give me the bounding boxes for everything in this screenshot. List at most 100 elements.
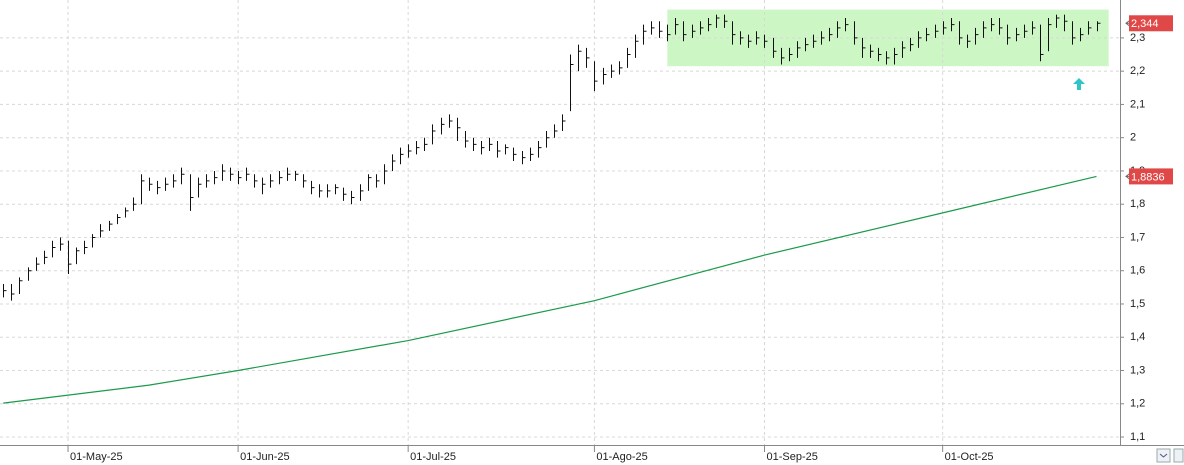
price-bar [918,31,922,48]
price-bar [716,14,720,28]
price-bar [975,27,979,45]
price-bar [424,137,428,151]
y-tick-label: 1,4 [1130,331,1145,343]
price-bar [522,150,526,165]
price-bar [667,24,671,42]
price-bar [603,67,607,85]
price-bar [287,167,291,181]
scroll-icon [1159,453,1168,458]
price-bar [157,180,161,195]
price-bar [254,174,258,188]
price-bar [3,284,7,298]
price-bar [959,21,963,45]
y-tick-label: 1,7 [1130,231,1145,243]
x-tick-label: 01-Jul-25 [410,451,456,463]
price-bar [392,154,396,171]
price-bar [513,147,517,161]
price-bar [675,17,679,35]
price-bar [902,41,906,58]
price-bar [586,47,590,68]
price-bar [821,31,825,45]
price-bar [562,114,566,132]
y-tick-label: 1,3 [1130,364,1145,376]
price-bar [173,174,177,188]
price-bar [797,41,801,58]
price-bar [708,17,712,32]
price-bar [376,174,380,188]
price-bar [19,277,23,295]
price-bar [813,34,817,48]
price-bar [635,34,639,58]
price-bar [651,21,655,35]
price-bar [270,174,274,188]
price-bar [546,131,550,148]
price-bar [692,24,696,38]
price-bar [1072,21,1076,45]
price-bar [230,167,234,181]
moving-average-line [3,175,1097,404]
x-tick-label: 01-Jun-25 [240,451,290,463]
x-tick-label: 01-Ago-25 [596,451,647,463]
price-bar [748,34,752,48]
price-bar [1088,21,1092,35]
price-bar [983,21,987,38]
price-bar [594,61,598,92]
price-bar [44,250,48,265]
price-bar [222,164,226,181]
price-bar [262,177,266,195]
price-bar [756,31,760,45]
price-bar [319,184,323,198]
price-bar [238,170,242,185]
price-bar [894,47,898,65]
price-bar [133,197,137,211]
price-bar [335,184,339,195]
price-bar [1040,24,1044,62]
price-bar [295,170,299,181]
price-bar [360,184,364,201]
price-bar [910,37,914,52]
y-tick-label: 1,6 [1130,265,1145,277]
y-tick-label: 2,2 [1130,65,1145,77]
price-bar [530,147,534,161]
price-bar [449,114,453,128]
price-bar [343,187,347,201]
price-bar [279,170,283,185]
price-bar [92,234,96,248]
x-tick-label: 01-Oct-25 [945,451,994,463]
price-bar [206,174,210,188]
last-value-box [1129,168,1173,185]
price-bar [1007,24,1011,45]
price-bar [935,24,939,38]
y-tick-label: 1,1 [1130,431,1145,443]
price-bar [1048,17,1052,52]
scroll-button[interactable] [1156,448,1171,463]
price-bar [141,174,145,205]
price-bar [764,34,768,48]
price-bar [740,31,744,45]
price-bar [951,17,955,32]
y-tick-label: 1,8 [1130,198,1145,210]
price-bar [570,54,574,112]
price-bar [1032,21,1036,35]
price-bar [181,167,185,185]
price-bar [878,47,882,62]
price-bar [578,44,582,72]
price-bar [538,141,542,158]
price-bar [967,34,971,48]
price-bar [505,144,509,155]
y-tick-label: 2 [1130,132,1136,144]
price-bar [773,37,777,58]
price-bar [481,141,485,155]
price-bar [303,174,307,188]
last-value-box [1129,15,1173,32]
price-bar [76,247,80,265]
price-bar [60,237,64,251]
price-bar [68,240,72,275]
y-tick-label: 1,5 [1130,298,1145,310]
price-bar [700,21,704,35]
y-tick-label: 2,3 [1130,32,1145,44]
resize-button[interactable] [1173,448,1184,463]
price-bar [84,240,88,255]
